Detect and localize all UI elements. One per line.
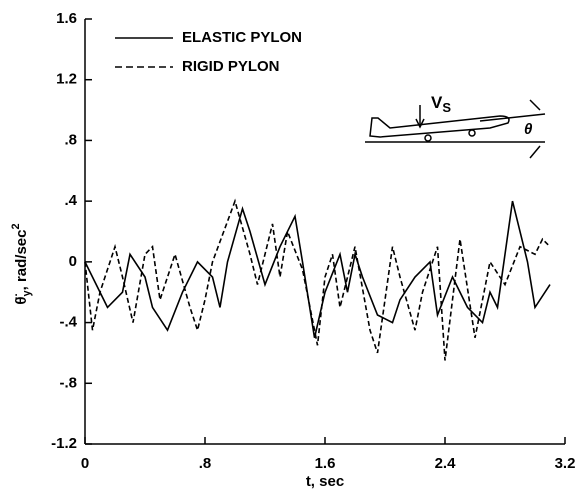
landing-gear — [468, 129, 476, 137]
x-axis-label: t, sec — [306, 473, 344, 490]
velocity-symbol: V — [431, 93, 443, 112]
y-tick-label: -.4 — [59, 314, 77, 331]
y-axis-label: θ̈y, rad/sec2 — [10, 223, 33, 304]
attitude-line — [479, 113, 546, 122]
y-tick-label: 0 — [69, 253, 77, 270]
y-tick-label: .8 — [64, 131, 77, 148]
inset-velocity: VS — [431, 93, 451, 115]
velocity-subscript: S — [442, 100, 451, 115]
y-tick-label: 1.6 — [56, 10, 77, 27]
y-label-symbol: θ̈ — [13, 294, 30, 305]
angle-arrow — [529, 145, 541, 159]
legend-label: RIGID PYLON — [182, 58, 280, 75]
series-line — [84, 200, 551, 338]
landing-gear — [424, 134, 432, 142]
arrow-head — [415, 118, 425, 129]
y-tick-label: .4 — [64, 192, 77, 209]
legend-label: ELASTIC PYLON — [182, 29, 302, 46]
angle-arrow — [529, 99, 541, 111]
y-tick-label: 1.2 — [56, 71, 77, 88]
x-tick-label: 1.6 — [315, 455, 336, 472]
inset-diagram — [365, 99, 546, 159]
inset-angle: θ — [524, 121, 533, 138]
y-label-superscript: 2 — [10, 223, 22, 229]
series-line — [84, 198, 551, 361]
y-label-unit: , rad/sec — [13, 230, 30, 291]
y-tick-label: -.8 — [59, 374, 77, 391]
x-tick-label: 2.4 — [435, 455, 457, 472]
y-tick-label: -1.2 — [51, 435, 77, 452]
airplane — [369, 115, 510, 138]
x-tick-label: 0 — [81, 455, 89, 472]
x-tick-label: .8 — [199, 455, 212, 472]
x-tick-label: 3.2 — [555, 455, 576, 472]
y-label-subscript: y — [21, 290, 33, 297]
